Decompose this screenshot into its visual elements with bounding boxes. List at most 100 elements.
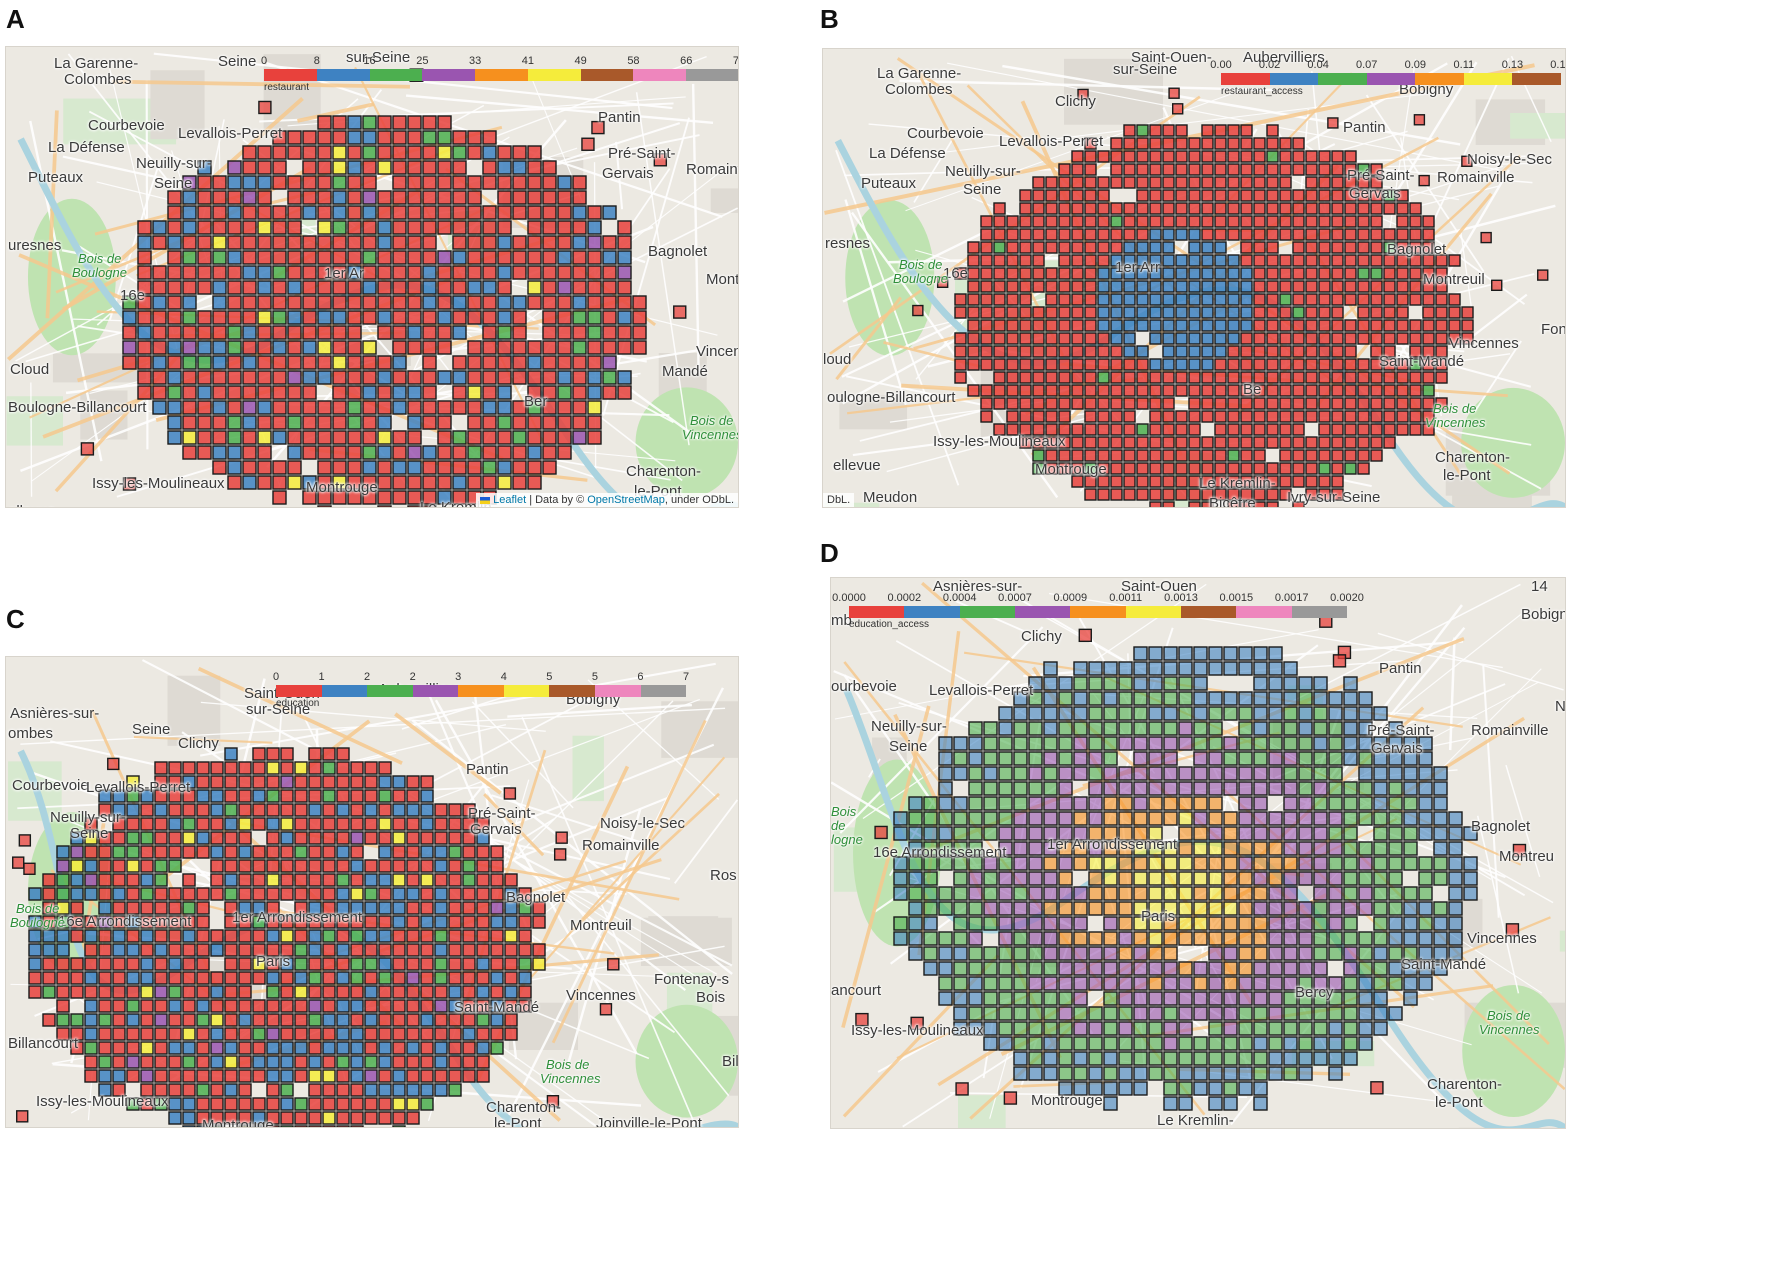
grid-cell[interactable]	[518, 929, 532, 943]
grid-cell[interactable]	[1435, 254, 1448, 267]
grid-cell[interactable]	[1305, 215, 1318, 228]
grid-cell-outlier[interactable]	[599, 1003, 613, 1016]
grid-cell[interactable]	[1149, 293, 1162, 306]
grid-cell[interactable]	[1435, 280, 1448, 293]
grid-cell[interactable]	[512, 400, 527, 415]
grid-cell[interactable]	[272, 145, 287, 160]
grid-cell[interactable]	[1175, 423, 1188, 436]
grid-cell[interactable]	[1163, 676, 1178, 691]
grid-cell[interactable]	[1418, 976, 1433, 991]
grid-cell[interactable]	[294, 887, 308, 901]
grid-cell[interactable]	[1058, 901, 1073, 916]
grid-cell[interactable]	[1383, 371, 1396, 384]
grid-cell[interactable]	[266, 957, 280, 971]
grid-cell[interactable]	[1358, 736, 1373, 751]
grid-cell[interactable]	[308, 929, 322, 943]
grid-cell[interactable]	[238, 887, 252, 901]
grid-cell[interactable]	[1201, 306, 1214, 319]
grid-cell[interactable]	[272, 205, 287, 220]
grid-cell[interactable]	[322, 761, 336, 775]
grid-cell[interactable]	[126, 1097, 140, 1111]
grid-cell[interactable]	[923, 826, 938, 841]
grid-cell[interactable]	[1006, 215, 1019, 228]
grid-cell[interactable]	[1013, 871, 1028, 886]
grid-cell[interactable]	[1028, 931, 1043, 946]
grid-cell[interactable]	[70, 859, 84, 873]
grid-cell[interactable]	[542, 370, 557, 385]
grid-cell[interactable]	[1409, 345, 1422, 358]
grid-cell[interactable]	[1268, 721, 1283, 736]
grid-cell[interactable]	[294, 859, 308, 873]
grid-cell[interactable]	[1403, 991, 1418, 1006]
grid-cell[interactable]	[968, 916, 983, 931]
grid-cell[interactable]	[1283, 946, 1298, 961]
grid-cell[interactable]	[998, 751, 1013, 766]
grid-cell[interactable]	[1266, 228, 1279, 241]
grid-cell[interactable]	[224, 929, 238, 943]
grid-cell[interactable]	[212, 400, 227, 415]
grid-cell[interactable]	[1045, 410, 1058, 423]
grid-cell[interactable]	[377, 235, 392, 250]
grid-cell[interactable]	[1370, 345, 1383, 358]
grid-cell[interactable]	[1073, 1081, 1088, 1096]
grid-cell[interactable]	[140, 915, 154, 929]
grid-cell[interactable]	[557, 400, 572, 415]
grid-cell[interactable]	[1123, 488, 1136, 501]
grid-cell[interactable]	[1214, 384, 1227, 397]
grid-cell[interactable]	[448, 1055, 462, 1069]
grid-cell[interactable]	[140, 789, 154, 803]
grid-cell[interactable]	[1088, 781, 1103, 796]
grid-cell[interactable]	[197, 325, 212, 340]
grid-cell[interactable]	[1118, 691, 1133, 706]
grid-cell[interactable]	[1058, 293, 1071, 306]
grid-cell[interactable]	[1148, 946, 1163, 961]
grid-cell[interactable]	[1084, 345, 1097, 358]
grid-cell[interactable]	[1357, 436, 1370, 449]
grid-cell[interactable]	[1253, 202, 1266, 215]
grid-cell[interactable]	[257, 475, 272, 490]
grid-cell[interactable]	[392, 873, 406, 887]
grid-cell[interactable]	[1136, 280, 1149, 293]
grid-cell[interactable]	[1433, 796, 1448, 811]
grid-cell[interactable]	[238, 915, 252, 929]
grid-cell[interactable]	[168, 761, 182, 775]
grid-cell[interactable]	[1110, 449, 1123, 462]
grid-cell[interactable]	[238, 1111, 252, 1125]
grid-cell[interactable]	[1357, 358, 1370, 371]
grid-cell[interactable]	[1084, 475, 1097, 488]
grid-cell[interactable]	[1103, 1066, 1118, 1081]
grid-cell[interactable]	[1071, 280, 1084, 293]
grid-cell[interactable]	[1305, 189, 1318, 202]
grid-cell[interactable]	[1283, 736, 1298, 751]
grid-cell[interactable]	[1214, 228, 1227, 241]
grid-cell[interactable]	[1058, 886, 1073, 901]
grid-cell[interactable]	[1032, 410, 1045, 423]
grid-cell[interactable]	[1175, 488, 1188, 501]
grid-cell[interactable]	[1163, 1081, 1178, 1096]
grid-cell[interactable]	[392, 845, 406, 859]
grid-cell[interactable]	[983, 736, 998, 751]
grid-cell[interactable]	[1403, 901, 1418, 916]
grid-cell[interactable]	[467, 175, 482, 190]
grid-cell[interactable]	[1422, 423, 1435, 436]
grid-cell[interactable]	[968, 886, 983, 901]
grid-cell[interactable]	[422, 115, 437, 130]
grid-cell[interactable]	[1283, 751, 1298, 766]
grid-cell[interactable]	[84, 985, 98, 999]
grid-cell[interactable]	[1227, 462, 1240, 475]
grid-cell[interactable]	[1373, 841, 1388, 856]
grid-cell[interactable]	[182, 1041, 196, 1055]
grid-cell[interactable]	[1201, 332, 1214, 345]
grid-cell[interactable]	[1253, 215, 1266, 228]
grid-cell[interactable]	[1043, 706, 1058, 721]
grid-cell[interactable]	[1071, 254, 1084, 267]
grid-cell[interactable]	[227, 400, 242, 415]
grid-cell[interactable]	[362, 115, 377, 130]
grid-cell[interactable]	[422, 190, 437, 205]
grid-cell[interactable]	[1305, 332, 1318, 345]
grid-cell[interactable]	[392, 1125, 406, 1127]
grid-cell[interactable]	[1396, 306, 1409, 319]
grid-cell[interactable]	[1253, 691, 1268, 706]
grid-cell[interactable]	[1175, 332, 1188, 345]
grid-cell[interactable]	[1227, 228, 1240, 241]
